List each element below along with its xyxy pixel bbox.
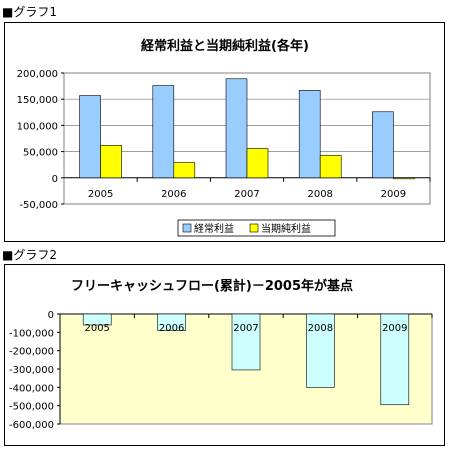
chart2-x-tick-label: 2008 [308, 323, 333, 334]
chart2-title: フリーキャッシュフロー(累計)－2005年が基点 [71, 278, 353, 294]
chart2-y-tick-label: -100,000 [9, 328, 54, 339]
chart2-x-tick-label: 2005 [84, 323, 109, 334]
chart1-x-tick-label: 2009 [381, 189, 406, 200]
chart1-bar-net-income [393, 177, 415, 180]
chart1-x-tick-label: 2006 [161, 189, 186, 200]
chart1-y-tick-label: -50,000 [19, 200, 58, 211]
chart2-y-tick-label: -600,000 [9, 420, 54, 431]
chart1-bar-ordinary-profit [225, 78, 248, 179]
chart2-bar-cashflow [157, 313, 186, 331]
chart1-bar-ordinary-profit [79, 95, 101, 179]
chart2-y-tick-label: 0 [48, 310, 54, 321]
chart2-x-tick-label: 2007 [233, 323, 258, 334]
chart1-y-tick-label: 50,000 [23, 148, 58, 159]
chart1-x-tick-label: 2005 [88, 189, 113, 200]
chart1-y-tick-label: 0 [52, 174, 58, 185]
chart1-legend-swatch-net [249, 223, 259, 233]
chart2-x-tick-label: 2009 [382, 323, 407, 334]
chart1-x-tick-label: 2007 [234, 189, 259, 200]
chart1-y-tick-label: 150,000 [17, 95, 58, 106]
chart1-bar-ordinary-profit [298, 89, 321, 179]
chart1-legend-swatch-ordinary [182, 223, 192, 233]
chart1-bar-net-income [246, 148, 269, 179]
chart1-bar-ordinary-profit [152, 85, 175, 179]
chart1-legend-label-net: 当期純利益 [261, 222, 311, 235]
chart2-bar-cashflow [231, 313, 261, 371]
chart1-heading: ■グラフ1 [2, 5, 57, 19]
chart1-bar-net-income [100, 145, 122, 179]
chart2-y-tick-label: -200,000 [9, 347, 54, 358]
chart2-bar-cashflow [380, 313, 410, 406]
chart2-bar-cashflow [306, 313, 335, 388]
chart1-legend-label-ordinary: 経常利益 [194, 222, 234, 235]
chart1-title: 経常利益と当期純利益(各年) [141, 38, 309, 54]
chart1-y-tick-label: 200,000 [17, 69, 58, 80]
chart1-x-tick-label: 2008 [307, 189, 332, 200]
chart2-heading: ■グラフ2 [2, 248, 57, 262]
chart2-bar-cashflow [82, 313, 112, 326]
chart2-y-tick-label: -400,000 [9, 383, 54, 394]
chart1-bar-ordinary-profit [372, 111, 394, 179]
chart1-bar-net-income [319, 154, 342, 179]
chart1-y-tick-label: 100,000 [17, 121, 58, 132]
chart2-x-tick-label: 2006 [159, 323, 184, 334]
chart2-y-tick-label: -300,000 [9, 365, 54, 376]
chart2-y-tick-label: -500,000 [9, 402, 54, 413]
chart1-bar-net-income [173, 162, 196, 179]
